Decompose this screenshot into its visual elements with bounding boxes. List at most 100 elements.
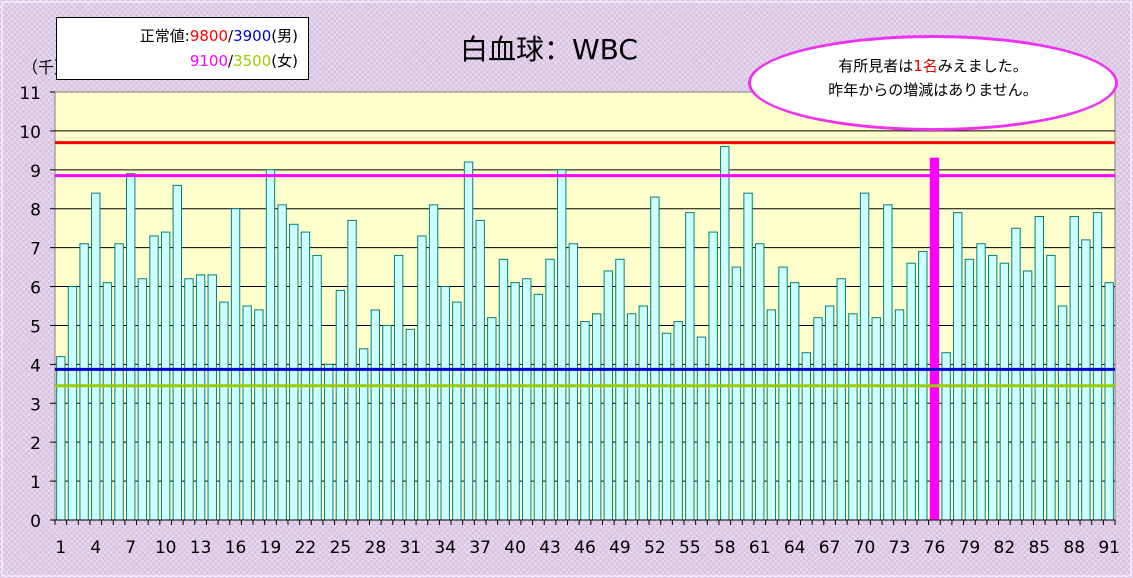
y-tick-label: 4 <box>30 356 41 376</box>
bar <box>487 317 497 521</box>
x-tick-label: 49 <box>609 538 631 558</box>
x-tick-label: 10 <box>155 538 177 558</box>
bar <box>626 313 637 521</box>
x-tick-label: 25 <box>330 538 352 558</box>
legend-male-suffix: (男) <box>271 27 298 45</box>
bar <box>661 332 672 521</box>
bar <box>172 184 183 521</box>
bar <box>382 324 392 521</box>
bar <box>801 352 812 521</box>
x-tick-label: 82 <box>994 538 1016 558</box>
x-tick-label: 40 <box>504 538 526 558</box>
bar <box>417 235 427 521</box>
bar <box>743 192 753 521</box>
bar <box>871 317 881 521</box>
x-tick-label: 70 <box>854 538 876 558</box>
x-tick-label: 46 <box>574 538 596 558</box>
bar <box>557 169 567 521</box>
bar <box>510 282 520 521</box>
bar <box>160 231 171 521</box>
bar <box>452 301 462 521</box>
bar <box>580 321 590 521</box>
bar <box>673 321 683 521</box>
note-count: 1名 <box>913 57 938 75</box>
x-tick-label: 67 <box>819 538 841 558</box>
bar <box>195 274 206 521</box>
bar <box>708 231 718 521</box>
x-tick-label: 91 <box>1098 538 1120 558</box>
bar <box>755 243 765 521</box>
x-tick-label: 31 <box>399 538 421 558</box>
bar <box>859 192 870 521</box>
bar <box>836 278 846 521</box>
x-tick-label: 13 <box>190 538 212 558</box>
bar <box>67 286 78 521</box>
bar <box>568 243 579 521</box>
bar <box>149 235 159 521</box>
x-tick-label: 61 <box>749 538 771 558</box>
note-line-1: 有所見者は1名みえました。 <box>751 54 1115 78</box>
x-tick-label: 76 <box>924 538 946 558</box>
note-line-2: 昨年からの増減はありません。 <box>828 81 1038 99</box>
y-tick-label: 1 <box>30 473 41 493</box>
bar <box>906 262 916 521</box>
legend-female-lower: 3500 <box>233 52 272 70</box>
x-tick-label: 37 <box>469 538 491 558</box>
bar <box>126 173 136 521</box>
bar <box>883 204 893 521</box>
bar-highlight <box>929 157 940 521</box>
bar <box>1022 270 1033 521</box>
bar <box>650 196 660 521</box>
findings-note: 有所見者は1名みえました。 昨年からの増減はありません。 <box>748 35 1118 131</box>
bar <box>1057 305 1068 521</box>
bar <box>230 208 241 521</box>
bar <box>242 305 252 521</box>
bar <box>324 363 334 521</box>
x-tick-label: 19 <box>260 538 282 558</box>
bar <box>405 328 415 521</box>
bar <box>953 212 963 521</box>
bar <box>848 313 858 521</box>
bar <box>638 305 648 521</box>
bar <box>696 336 707 521</box>
bar <box>184 278 194 521</box>
bar <box>498 258 509 521</box>
bar <box>300 231 311 521</box>
bar <box>894 309 905 521</box>
legend-male-upper: 9800 <box>189 27 229 45</box>
x-tick-label: 28 <box>365 538 387 558</box>
y-tick-label: 9 <box>30 162 41 182</box>
x-tick-label: 1 <box>55 538 66 558</box>
note-text-a: 有所見者は <box>838 57 914 75</box>
y-tick-label: 10 <box>19 123 41 143</box>
bar <box>1081 239 1091 521</box>
y-tick-label: 8 <box>30 201 41 221</box>
bar <box>114 243 124 521</box>
bar <box>1104 282 1114 521</box>
bar <box>1046 254 1056 521</box>
bar <box>254 309 264 521</box>
bar <box>999 262 1010 521</box>
x-tick-label: 4 <box>90 538 101 558</box>
x-tick-label: 88 <box>1063 538 1085 558</box>
x-tick-label: 52 <box>644 538 666 558</box>
x-tick-label: 64 <box>784 538 806 558</box>
bar <box>941 352 951 521</box>
bar <box>545 258 555 521</box>
bar <box>335 289 346 521</box>
x-tick-label: 58 <box>714 538 736 558</box>
legend-male-lower: 3900 <box>233 27 272 45</box>
y-tick-label: 5 <box>30 317 41 337</box>
bar <box>137 278 148 521</box>
y-tick-label: 3 <box>30 395 41 415</box>
chart-title: 白血球：WBC <box>460 33 638 66</box>
bar <box>987 254 998 521</box>
bar <box>778 266 788 521</box>
bar <box>824 305 835 521</box>
bar <box>731 266 742 521</box>
legend-prefix: 正常値: <box>139 27 190 45</box>
legend-line-female: 9100/3500(女) <box>57 49 298 74</box>
bar <box>533 293 544 521</box>
